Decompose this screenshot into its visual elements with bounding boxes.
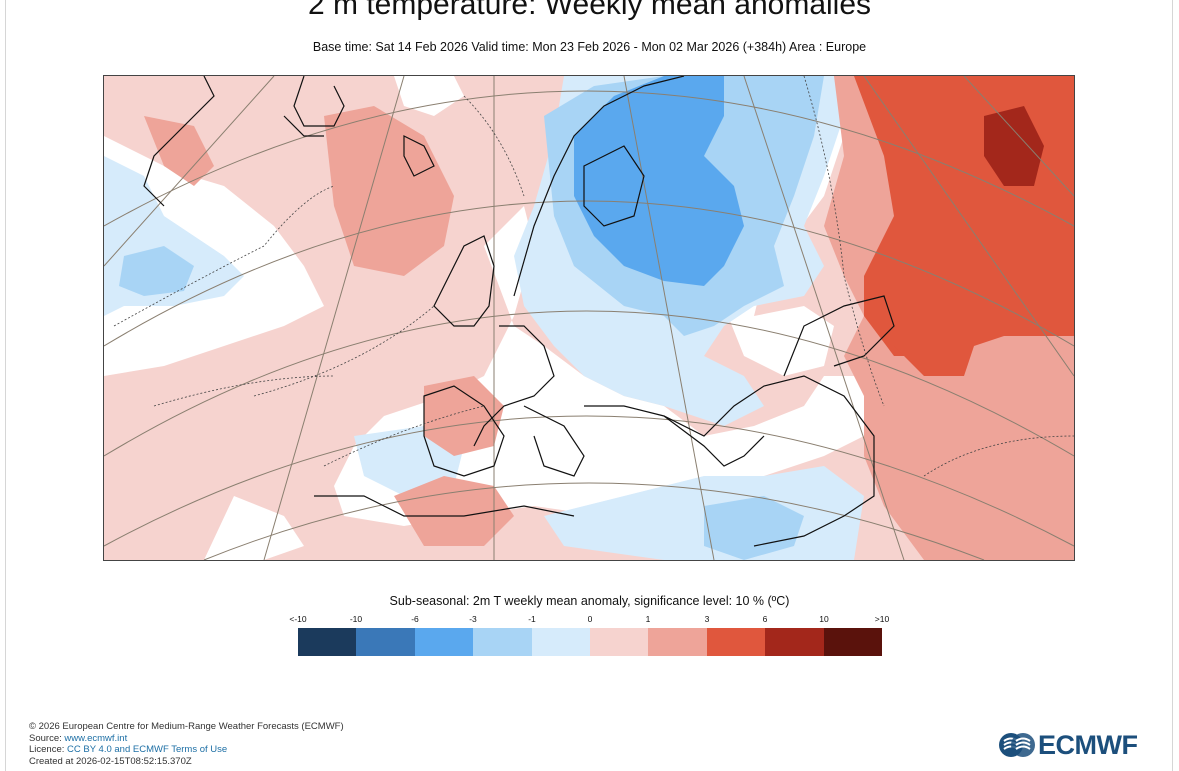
legend-tick: 0 xyxy=(587,614,593,624)
legend-tick: -10 xyxy=(349,614,363,624)
legend-color-swatch xyxy=(648,628,707,656)
legend-tick: 10 xyxy=(819,614,829,624)
chart-title: 2 m temperature: Weekly mean anomalies xyxy=(307,0,872,21)
legend-color-swatch xyxy=(823,628,883,656)
cold-anomaly-medium xyxy=(704,496,804,560)
footer: © 2026 European Centre for Medium-Range … xyxy=(29,721,344,767)
copyright-text: © 2026 European Centre for Medium-Range … xyxy=(29,721,344,732)
legend-tick: <-10 xyxy=(289,614,307,624)
legend-tick: -1 xyxy=(528,614,536,624)
legend-tick: 3 xyxy=(704,614,710,624)
created-timestamp: Created at 2026-02-15T08:52:15.370Z xyxy=(29,755,192,767)
ecmwf-logo-icon xyxy=(999,733,1035,757)
coastlines xyxy=(143,76,895,547)
legend-color-swatch xyxy=(531,628,591,656)
legend-colorbar xyxy=(298,628,883,656)
licence-link[interactable]: CC BY 4.0 and ECMWF Terms of Use xyxy=(67,744,228,755)
cold-anomaly-medium xyxy=(119,246,194,296)
warm-anomaly-medium xyxy=(424,376,504,456)
map-svg xyxy=(104,76,1074,560)
licence-label: Licence: xyxy=(29,744,68,755)
legend-color-swatch xyxy=(298,628,357,656)
legend-title: Sub-seasonal: 2m T weekly mean anomaly, … xyxy=(389,594,790,608)
warm-anomaly-very-strong xyxy=(984,106,1044,186)
significance-contours xyxy=(113,76,1074,477)
legend-tick: 6 xyxy=(762,614,768,624)
neutral-area xyxy=(204,496,304,560)
legend-color-swatch xyxy=(473,628,532,656)
ecmwf-logo-text: ECMWF xyxy=(1038,729,1138,760)
source-label: Source: xyxy=(29,732,65,744)
source-link[interactable]: www.ecmwf.int xyxy=(64,732,128,744)
anomaly-map[interactable] xyxy=(103,75,1075,561)
licence-line: Licence: CC BY 4.0 and ECMWF Terms of Us… xyxy=(29,744,344,756)
legend-tick: >10 xyxy=(874,614,890,624)
page-border-right xyxy=(1172,0,1173,771)
neutral-area xyxy=(394,76,464,116)
legend-ticks: <-10 -10 -6 -3 -1 0 1 3 6 10 >10 xyxy=(289,614,889,626)
ecmwf-logo[interactable]: ECMWF xyxy=(998,728,1138,762)
graticule xyxy=(104,76,1074,560)
legend-tick: 1 xyxy=(645,614,651,624)
legend-color-swatch xyxy=(765,628,824,656)
warm-anomaly-medium xyxy=(394,476,514,546)
warm-anomaly-strong xyxy=(894,346,974,376)
legend-color-swatch xyxy=(414,628,474,656)
legend-color-swatch xyxy=(356,628,415,656)
page-border-left xyxy=(5,0,6,771)
legend-color-swatch xyxy=(706,628,766,656)
source-line: Source: www.ecmwf.int xyxy=(29,733,344,745)
warm-anomaly-medium xyxy=(144,116,214,186)
legend-tick: -3 xyxy=(469,614,477,624)
legend-tick: -6 xyxy=(411,614,419,624)
cold-anomaly-strong xyxy=(574,76,744,286)
chart-subtitle: Base time: Sat 14 Feb 2026 Valid time: M… xyxy=(312,40,867,54)
legend-color-swatch xyxy=(590,628,649,656)
